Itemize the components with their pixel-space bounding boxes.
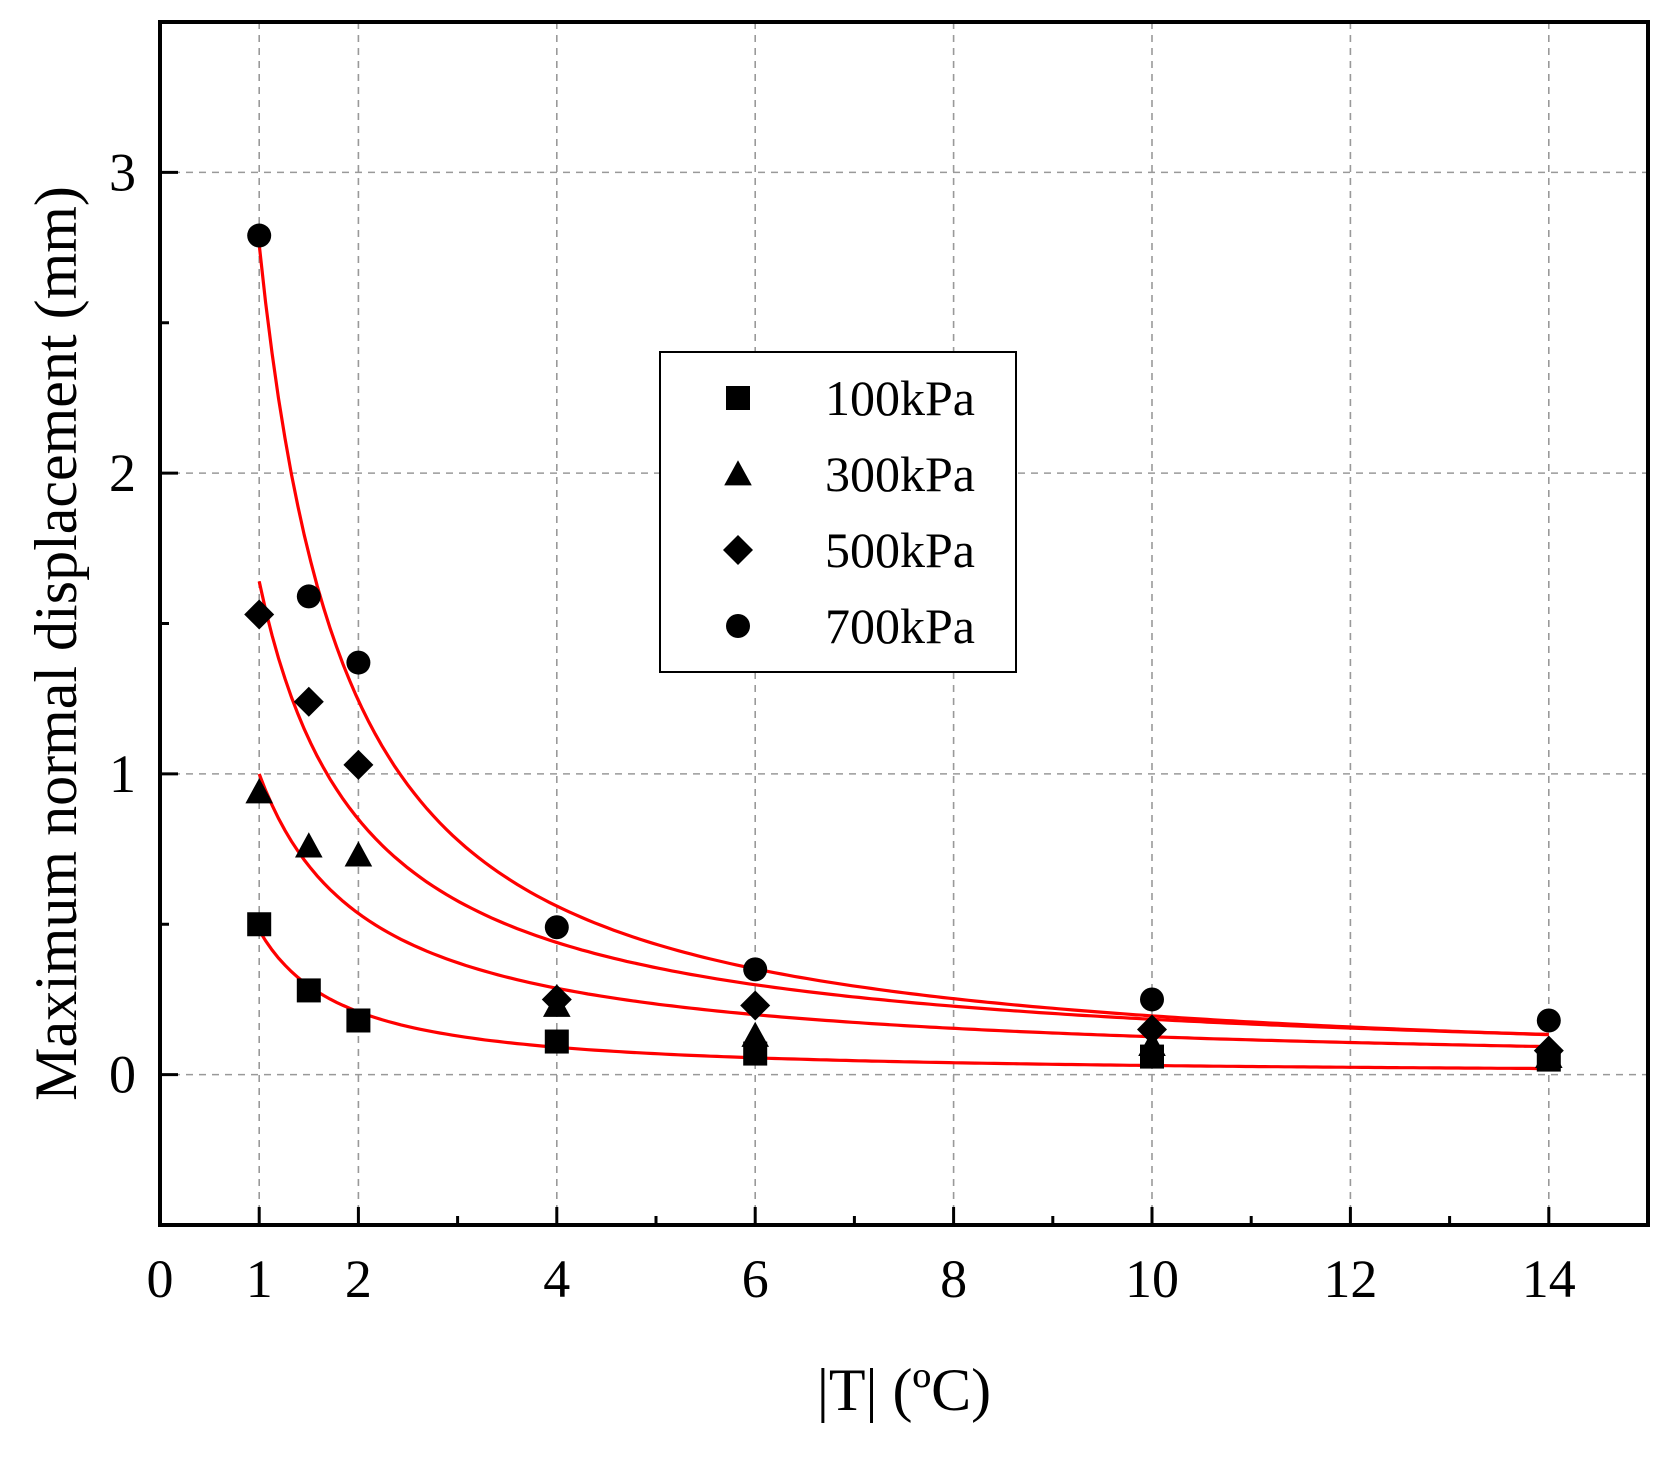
x-tick-label: 14: [1522, 1249, 1576, 1309]
legend-marker-500kPa: [723, 535, 753, 565]
y-tick-label: 2: [109, 443, 136, 503]
data-point-500kPa: [244, 599, 275, 630]
data-point-700kPa: [544, 915, 569, 940]
data-point-300kPa: [295, 832, 323, 858]
y-tick-label: 1: [109, 744, 136, 804]
x-tick-label: 6: [742, 1249, 769, 1309]
x-tick-label: 0: [147, 1249, 174, 1309]
data-point-700kPa: [247, 223, 272, 248]
tick-marks: [158, 20, 1650, 1227]
data-point-700kPa: [296, 584, 321, 609]
data-point-100kPa: [346, 1008, 371, 1033]
data-point-700kPa: [1140, 987, 1164, 1012]
data-point-100kPa: [247, 912, 272, 937]
fit-line-300kPa: [257, 773, 1549, 1049]
data-point-700kPa: [1536, 1008, 1561, 1033]
legend-marker-300kPa: [724, 460, 752, 486]
fit-line-100kPa: [257, 929, 1549, 1071]
data-point-700kPa: [743, 957, 768, 982]
legend-box: [659, 351, 1017, 673]
data-point-500kPa: [293, 686, 324, 717]
legend-label: 700kPa: [825, 598, 975, 654]
data-point-100kPa: [296, 978, 321, 1003]
x-tick-label: 8: [940, 1249, 967, 1309]
legend-label: 100kPa: [825, 370, 975, 426]
y-axis-title: Maximum normal displacement (mm): [23, 186, 89, 1101]
data-point-500kPa: [740, 990, 771, 1021]
data-point-500kPa: [541, 984, 572, 1015]
legend: 100kPa 300kPa 500kPa 700kPa: [659, 351, 1017, 673]
data-point-500kPa: [1137, 1014, 1167, 1045]
x-tick-labels: 0 1 2 4 6 8 10 12 14: [147, 1249, 1576, 1309]
data-point-300kPa: [741, 1021, 769, 1047]
x-tick-label: 12: [1323, 1249, 1377, 1309]
x-axis-title: |T| (ºC): [817, 1357, 991, 1423]
y-tick-label: 3: [109, 142, 136, 202]
x-tick-label: 4: [543, 1249, 570, 1309]
fit-lines: [257, 244, 1549, 1071]
data-points: [244, 223, 1564, 1072]
legend-marker-100kPa: [726, 386, 750, 410]
x-tick-label: 1: [246, 1249, 273, 1309]
data-point-500kPa: [1533, 1035, 1564, 1066]
y-tick-label: 0: [109, 1045, 136, 1105]
legend-label: 300kPa: [825, 446, 975, 502]
y-tick-labels: 0 1 2 3: [109, 142, 136, 1104]
legend-label: 500kPa: [825, 522, 975, 578]
fit-line-700kPa: [257, 244, 1549, 1037]
data-point-300kPa: [245, 778, 273, 804]
data-point-300kPa: [344, 841, 373, 867]
data-point-500kPa: [343, 749, 374, 780]
x-tick-label: 2: [345, 1249, 372, 1309]
x-tick-label: 10: [1125, 1249, 1179, 1309]
data-point-100kPa: [544, 1029, 569, 1054]
legend-marker-700kPa: [726, 614, 750, 638]
data-point-700kPa: [346, 650, 371, 675]
